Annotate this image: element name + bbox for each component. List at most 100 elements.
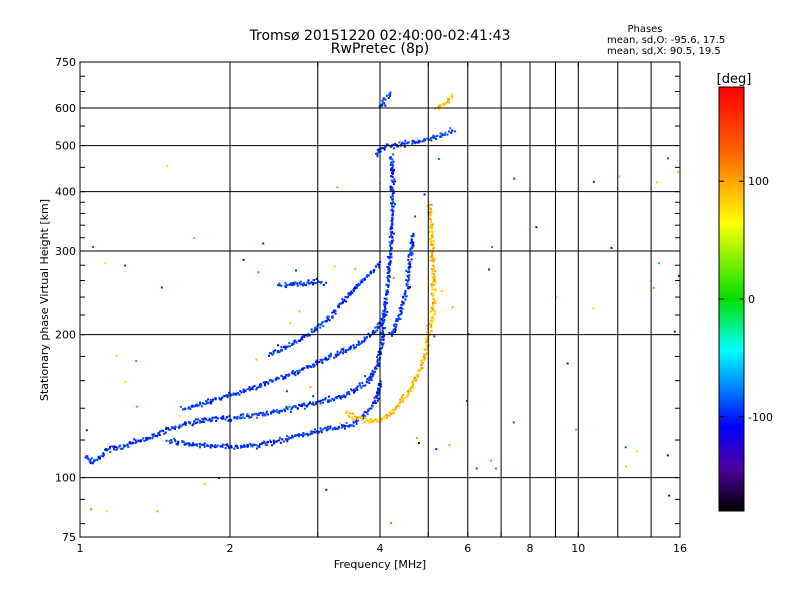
data-point: [352, 289, 355, 292]
data-point: [390, 332, 393, 335]
data-point: [392, 332, 395, 335]
data-point: [431, 276, 434, 279]
data-point: [320, 323, 323, 326]
data-point: [404, 298, 407, 301]
data-point: [178, 426, 181, 429]
data-point: [331, 316, 334, 319]
data-point: [109, 446, 111, 448]
data-point: [204, 402, 207, 405]
data-point: [285, 438, 288, 441]
data-point: [327, 315, 330, 318]
data-point: [384, 327, 386, 330]
data-point: [167, 427, 169, 429]
data-point: [190, 405, 193, 408]
data-point: [353, 346, 356, 349]
data-point: [413, 376, 416, 379]
data-point: [192, 443, 195, 446]
data-point: [236, 415, 239, 418]
data-point: [389, 185, 392, 188]
data-point: [385, 290, 388, 293]
data-point: [399, 318, 402, 320]
data-point: [381, 417, 383, 420]
data-point: [373, 332, 376, 335]
data-point: [432, 313, 435, 316]
data-point: [396, 320, 399, 322]
data-point: [327, 428, 330, 431]
data-point: [359, 280, 362, 283]
data-point: [394, 323, 397, 326]
data-point: [432, 247, 435, 250]
data-point: [388, 236, 391, 238]
data-point: [430, 320, 433, 323]
data-point: [440, 290, 443, 293]
data-point: [307, 281, 310, 284]
data-point: [434, 288, 437, 291]
data-point: [406, 274, 409, 277]
data-point: [383, 335, 386, 338]
data-point: [385, 94, 388, 97]
data-point: [205, 402, 208, 405]
data-point: [336, 352, 339, 355]
data-point: [328, 354, 331, 357]
data-point: [424, 353, 427, 356]
data-point: [342, 352, 344, 355]
data-point: [300, 368, 303, 371]
data-point: [405, 279, 408, 282]
data-point: [257, 271, 260, 274]
data-point: [278, 350, 281, 353]
data-point: [418, 442, 420, 444]
data-point: [124, 380, 127, 383]
data-point: [209, 398, 212, 401]
data-point: [277, 377, 280, 380]
data-point: [320, 280, 323, 283]
data-point: [288, 374, 290, 377]
data-point: [399, 398, 402, 401]
data-point: [222, 443, 225, 446]
data-point: [169, 428, 172, 431]
data-point: [388, 261, 391, 264]
data-point: [442, 133, 445, 136]
data-point: [326, 359, 329, 361]
data-point: [308, 282, 311, 285]
data-point: [376, 155, 379, 158]
data-point: [610, 246, 613, 249]
data-point: [314, 431, 317, 434]
data-point: [392, 170, 395, 173]
data-point: [388, 267, 391, 270]
data-point: [388, 93, 390, 96]
data-point: [262, 242, 265, 245]
data-point: [209, 419, 212, 422]
data-point: [174, 440, 177, 443]
data-point: [248, 416, 251, 419]
data-point: [428, 211, 431, 214]
data-point: [379, 380, 382, 383]
data-point: [297, 435, 300, 438]
data-point: [367, 274, 370, 277]
data-point: [402, 394, 405, 396]
data-point: [430, 139, 433, 142]
chart-title: Tromsø 20151220 02:40:00-02:41:43: [249, 28, 511, 44]
data-point: [427, 138, 430, 141]
data-point: [126, 443, 129, 446]
data-point: [348, 416, 351, 418]
data-point: [297, 433, 300, 436]
data-point: [303, 367, 306, 370]
data-point: [319, 358, 322, 361]
data-point: [429, 238, 432, 241]
data-point: [247, 444, 250, 447]
data-point: [274, 378, 277, 381]
data-point: [259, 386, 262, 388]
data-point: [389, 91, 392, 94]
x-tick-label: 8: [527, 542, 534, 555]
data-point: [407, 276, 410, 279]
data-point: [389, 410, 392, 413]
data-point: [366, 378, 369, 381]
data-point: [361, 419, 364, 421]
data-point: [394, 142, 397, 145]
data-point: [592, 180, 595, 183]
data-point: [127, 445, 130, 448]
data-point: [351, 417, 354, 420]
data-point: [394, 331, 396, 333]
data-point: [264, 383, 267, 386]
data-point: [243, 444, 246, 447]
